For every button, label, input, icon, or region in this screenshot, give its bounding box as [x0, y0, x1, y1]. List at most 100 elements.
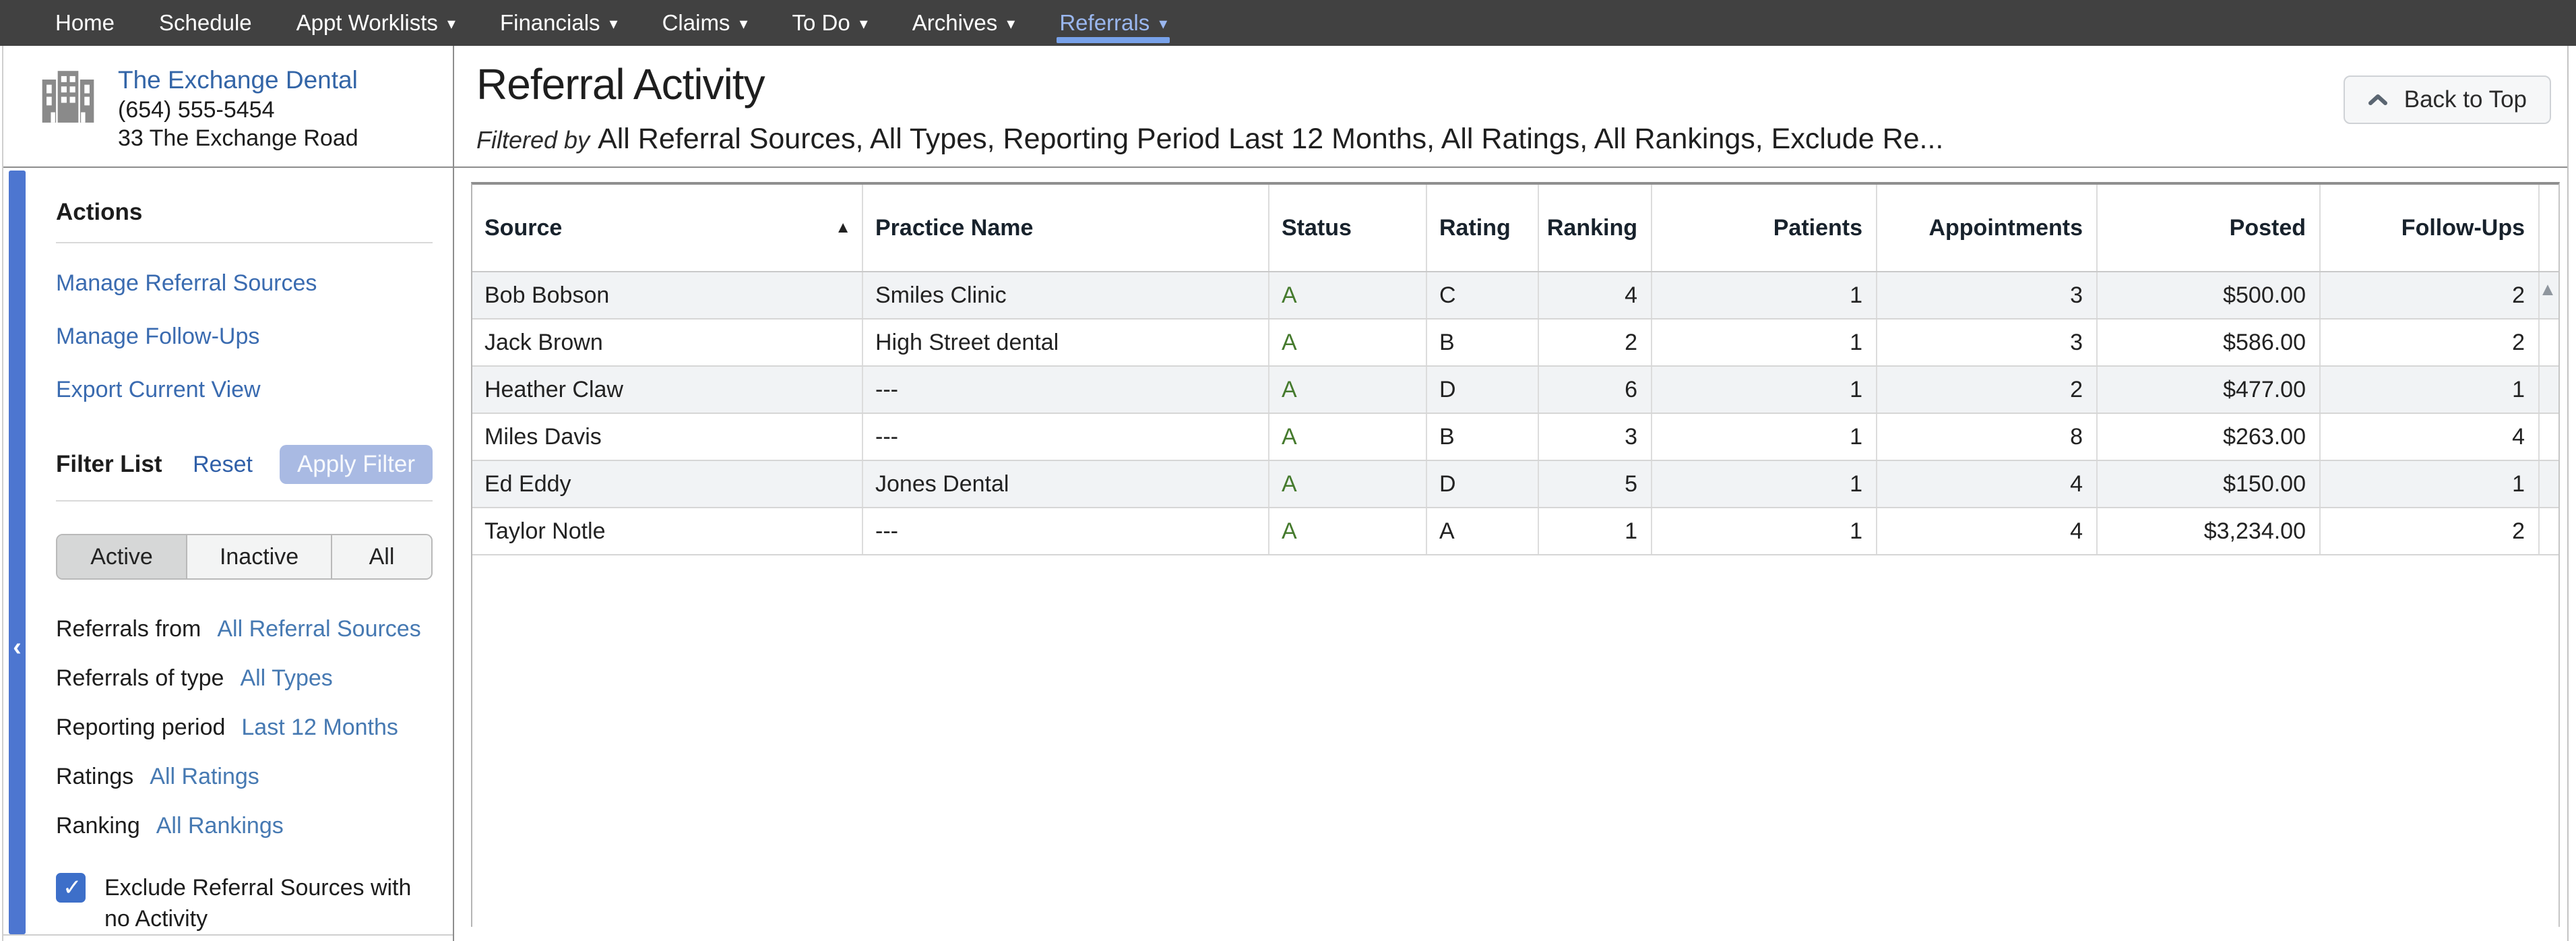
cell-ranking: 5: [1539, 461, 1652, 507]
nav-item-archives[interactable]: Archives ▾: [912, 0, 1015, 46]
active-inactive-all-toggle: Active Inactive All: [56, 534, 433, 580]
nav-item-label: Schedule: [159, 10, 252, 35]
action-link-export-current-view[interactable]: Export Current View: [56, 377, 261, 402]
practice-text: The Exchange Dental (654) 555-5454 33 Th…: [118, 64, 358, 166]
filter-value-reporting-period[interactable]: Last 12 Months: [241, 715, 398, 740]
filter-row-ranking: Ranking All Rankings: [56, 813, 433, 839]
cell-posted: $150.00: [2098, 461, 2321, 507]
cell-source: Jack Brown: [472, 320, 863, 365]
filter-sidebar: ‹ Actions Manage Referral Sources Manage …: [3, 168, 454, 941]
cell-appointments: 2: [1877, 367, 2098, 413]
table-row[interactable]: Heather Claw --- A D 6 1 2 $477.00 1: [472, 367, 2558, 414]
cell-posted: $263.00: [2098, 414, 2321, 460]
content-frame: The Exchange Dental (654) 555-5454 33 Th…: [2, 46, 2569, 941]
caret-down-icon: ▾: [447, 15, 455, 33]
action-link-manage-referral-sources[interactable]: Manage Referral Sources: [56, 270, 317, 296]
main-area: Source ▲ Practice Name Status Rating Ranking P…: [454, 168, 2567, 941]
filter-label: Referrals from: [56, 616, 201, 642]
reset-link[interactable]: Reset: [193, 451, 253, 477]
filter-row-ratings: Ratings All Ratings: [56, 764, 433, 790]
back-to-top-button[interactable]: Back to Top: [2343, 75, 2551, 124]
filter-value-ratings[interactable]: All Ratings: [150, 764, 259, 789]
filter-row-referrals-of-type: Referrals of type All Types: [56, 665, 433, 692]
column-header-rating[interactable]: Rating: [1427, 185, 1539, 271]
cell-practice-name: ---: [863, 367, 1269, 413]
scrollbar-up-arrow[interactable]: ▲: [2538, 279, 2557, 299]
column-header-label: Practice Name: [875, 214, 1034, 241]
segment-all[interactable]: All: [331, 535, 431, 578]
nav-item-to-do[interactable]: To Do ▾: [792, 0, 867, 46]
checkbox-exclude-referral-sources-with-no-activity[interactable]: [56, 873, 86, 903]
apply-filter-button[interactable]: Apply Filter: [279, 445, 433, 484]
cell-follow-ups: 1: [2321, 461, 2540, 507]
referral-table-panel: Source ▲ Practice Name Status Rating Ranking P…: [471, 182, 2560, 927]
column-header-posted[interactable]: Posted: [2098, 185, 2321, 271]
table-header-row: Source ▲ Practice Name Status Rating Ranking P…: [472, 185, 2558, 272]
filter-summary: Filtered by All Referral Sources, All Typ…: [476, 123, 2567, 156]
back-to-top-label: Back to Top: [2404, 86, 2527, 113]
column-header-patients[interactable]: Patients: [1652, 185, 1877, 271]
segment-active[interactable]: Active: [57, 535, 187, 578]
action-link-manage-follow-ups[interactable]: Manage Follow-Ups: [56, 324, 260, 349]
nav-item-label: Archives: [912, 10, 998, 35]
filter-label: Ranking: [56, 813, 140, 839]
column-header-label: Appointments: [1928, 214, 2083, 241]
table-row[interactable]: Miles Davis --- A B 3 1 8 $263.00 4: [472, 414, 2558, 461]
cell-source: Ed Eddy: [472, 461, 863, 507]
table-row[interactable]: Ed Eddy Jones Dental A D 5 1 4 $150.00 1: [472, 461, 2558, 508]
table-row[interactable]: Taylor Notle --- A A 1 1 4 $3,234.00 2: [472, 508, 2558, 555]
caret-down-icon: ▾: [609, 15, 618, 33]
filtered-by-label: Filtered by: [476, 126, 590, 154]
filter-value-referrals-of-type[interactable]: All Types: [240, 665, 333, 691]
column-header-label: Patients: [1773, 214, 1862, 241]
sidebar-collapse-button[interactable]: ‹: [9, 171, 26, 934]
cell-status: A: [1269, 508, 1427, 554]
table-row[interactable]: Bob Bobson Smiles Clinic A C 4 1 3 $500.00 2: [472, 272, 2558, 320]
cell-source: Taylor Notle: [472, 508, 863, 554]
nav-item-claims[interactable]: Claims ▾: [662, 0, 748, 46]
nav-item-appt-worklists[interactable]: Appt Worklists ▾: [296, 0, 455, 46]
nav-item-referrals[interactable]: Referrals ▾: [1057, 0, 1170, 46]
filter-label: Referrals of type: [56, 665, 224, 691]
nav-item-home[interactable]: Home: [55, 0, 115, 46]
cell-rating: D: [1427, 367, 1539, 413]
cell-patients: 1: [1652, 367, 1877, 413]
nav-item-financials[interactable]: Financials ▾: [500, 0, 618, 46]
divider: [56, 500, 433, 502]
cell-patients: 1: [1652, 272, 1877, 318]
cell-posted: $477.00: [2098, 367, 2321, 413]
column-header-practice-name[interactable]: Practice Name: [863, 185, 1269, 271]
column-header-label: Rating: [1439, 214, 1511, 241]
column-header-follow-ups[interactable]: Follow-Ups: [2321, 185, 2540, 271]
filter-value-ranking[interactable]: All Rankings: [156, 813, 284, 839]
column-header-source[interactable]: Source ▲: [472, 185, 863, 271]
column-header-appointments[interactable]: Appointments: [1877, 185, 2098, 271]
table-row[interactable]: Jack Brown High Street dental A B 2 1 3 $586.00…: [472, 320, 2558, 367]
nav-item-label: Claims: [662, 10, 730, 35]
nav-item-schedule[interactable]: Schedule: [159, 0, 252, 46]
cell-status: A: [1269, 367, 1427, 413]
caret-down-icon: ▾: [739, 15, 748, 33]
cell-posted: $3,234.00: [2098, 508, 2321, 554]
actions-title: Actions: [56, 199, 143, 225]
cell-patients: 1: [1652, 508, 1877, 554]
building-icon: [38, 64, 98, 166]
cell-patients: 1: [1652, 320, 1877, 365]
filter-value-referrals-from[interactable]: All Referral Sources: [217, 616, 421, 642]
cell-ranking: 6: [1539, 367, 1652, 413]
segment-inactive[interactable]: Inactive: [186, 535, 332, 578]
practice-name-link[interactable]: The Exchange Dental: [118, 66, 358, 94]
caret-down-icon: ▾: [1007, 15, 1015, 33]
practice-info: The Exchange Dental (654) 555-5454 33 Th…: [3, 46, 454, 166]
chevron-left-icon: ‹: [13, 633, 22, 661]
cell-follow-ups: 4: [2321, 414, 2540, 460]
cell-status: A: [1269, 320, 1427, 365]
action-links: Manage Referral Sources Manage Follow-Ups…: [56, 270, 433, 403]
checkbox-rows: Exclude Referral Sources with no Activit…: [56, 873, 433, 941]
filter-row-referrals-from: Referrals from All Referral Sources: [56, 616, 433, 642]
sidebar-content: Actions Manage Referral Sources Manage Fo…: [3, 199, 453, 941]
column-header-status[interactable]: Status: [1269, 185, 1427, 271]
column-header-ranking[interactable]: Ranking: [1539, 185, 1652, 271]
cell-posted: $586.00: [2098, 320, 2321, 365]
